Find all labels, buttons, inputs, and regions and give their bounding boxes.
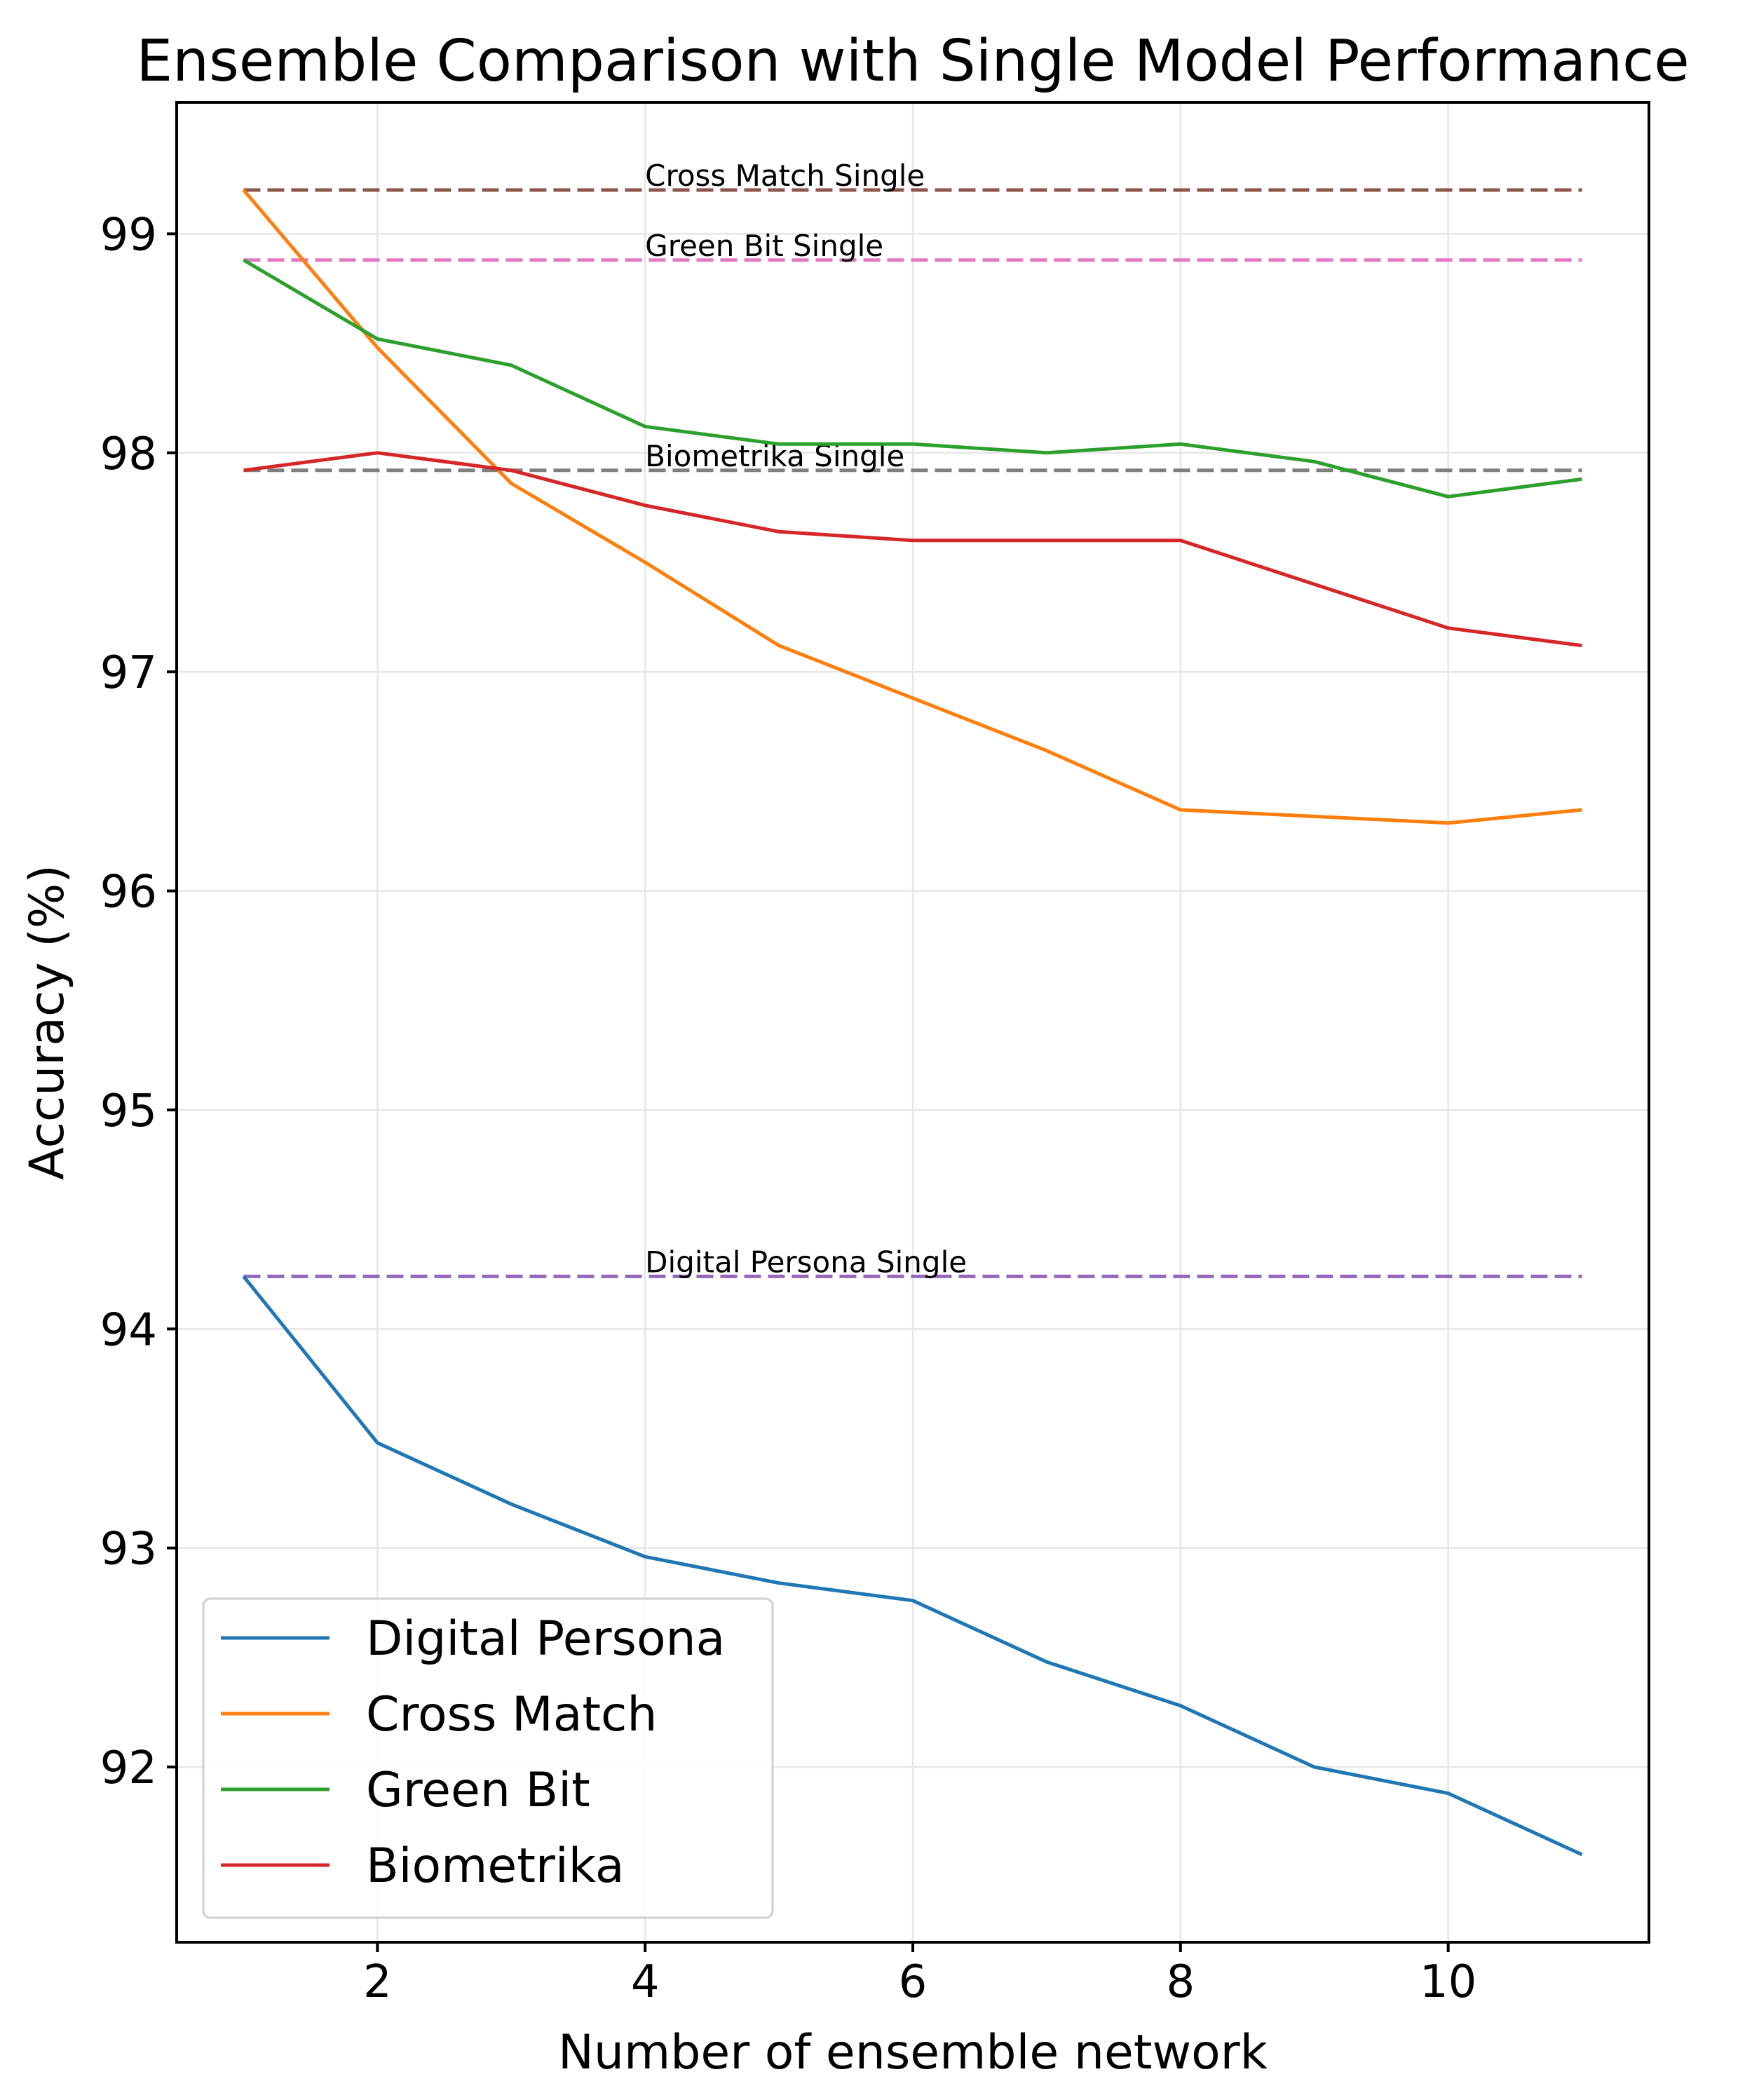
grid xyxy=(177,102,1649,1942)
series-lines xyxy=(242,189,1583,1857)
y-tick-label: 94 xyxy=(100,1304,157,1356)
x-tick-label: 10 xyxy=(1420,1956,1476,2008)
series-line-cross-match xyxy=(242,189,1582,825)
legend-label-green-bit: Green Bit xyxy=(366,1763,590,1818)
y-tick-label: 92 xyxy=(100,1742,157,1794)
x-axis-label: Number of ensemble network xyxy=(558,2025,1268,2080)
series-line-biometrika xyxy=(243,451,1582,648)
x-tick-label: 4 xyxy=(631,1956,660,2008)
legend: Digital Persona Cross Match Green Bit Biome… xyxy=(202,1597,774,1919)
y-tick-label: 96 xyxy=(100,867,157,919)
y-axis-label: Accuracy (%) xyxy=(20,865,75,1180)
y-tick-label: 99 xyxy=(100,209,157,261)
legend-box xyxy=(202,1597,774,1919)
series-line-digital-persona xyxy=(242,1275,1583,1857)
reference-label-cross-match-single: Cross Match Single xyxy=(645,158,925,193)
legend-label-biometrika: Biometrika xyxy=(366,1838,625,1894)
x-tick-label: 2 xyxy=(363,1956,392,2008)
legend-label-digital-persona: Digital Persona xyxy=(366,1611,725,1667)
legend-label-cross-match: Cross Match xyxy=(366,1687,658,1742)
x-tick-label: 6 xyxy=(899,1956,928,2008)
series-line-green-bit xyxy=(243,258,1582,499)
reference-label-digital-persona-single: Digital Persona Single xyxy=(645,1245,967,1279)
x-tick-label: 8 xyxy=(1166,1956,1195,2008)
reference-label-green-bit-single: Green Bit Single xyxy=(645,229,883,263)
chart-title: Ensemble Comparison with Single Model Pe… xyxy=(136,28,1689,95)
axis-ticks: 2 4 6 8 10 92 93 94 95 96 97 98 99 xyxy=(100,209,1477,2008)
y-tick-label: 98 xyxy=(100,428,157,480)
y-tick-label: 97 xyxy=(100,647,157,699)
y-tick-label: 93 xyxy=(100,1524,157,1576)
y-tick-label: 95 xyxy=(100,1085,157,1137)
